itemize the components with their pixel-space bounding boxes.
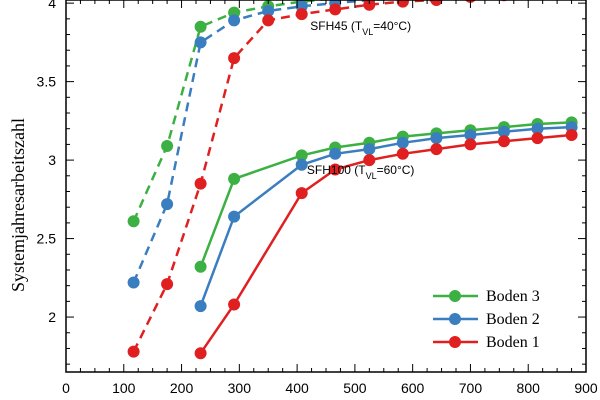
data-point-sfh100-boden-2 — [464, 129, 477, 141]
y-tick-label: 2 — [48, 309, 56, 325]
data-point-sfh45-boden-3 — [127, 215, 140, 228]
data-point-sfh100-boden-1 — [329, 163, 342, 176]
x-tick-label: 800 — [517, 380, 541, 396]
x-tick-label: 700 — [459, 380, 483, 396]
data-point-sfh100-boden-1 — [363, 154, 376, 167]
data-point-sfh100-boden-2 — [531, 122, 544, 135]
x-tick-label: 100 — [112, 380, 136, 396]
legend-label: Boden 2 — [486, 311, 540, 328]
data-point-sfh100-boden-1 — [295, 187, 308, 200]
data-point-sfh100-boden-2 — [363, 143, 376, 156]
data-point-sfh45-boden-2 — [228, 14, 241, 27]
data-point-sfh45-boden-2 — [194, 36, 207, 49]
x-tick-label: 900 — [574, 380, 598, 396]
data-point-sfh45-boden-1 — [127, 345, 140, 358]
y-tick-label: 3 — [48, 152, 56, 168]
y-tick-label: 2.5 — [37, 231, 57, 247]
legend-swatch-marker — [449, 313, 461, 325]
data-point-sfh100-boden-1 — [228, 298, 241, 311]
data-point-sfh100-boden-1 — [565, 129, 578, 141]
data-point-sfh100-boden-1 — [430, 143, 443, 156]
data-point-sfh45-boden-1 — [161, 278, 174, 291]
data-point-sfh45-boden-3 — [161, 140, 174, 152]
legend-item-boden-3: Boden 3 — [433, 288, 540, 305]
data-point-sfh100-boden-3 — [194, 260, 207, 273]
data-point-sfh100-boden-3 — [295, 149, 308, 162]
series-line-sfh45-boden-2 — [132, 0, 396, 283]
legend-swatch-marker — [449, 290, 461, 302]
series-line-sfh45-boden-1 — [132, 0, 451, 353]
series-sfh100-boden-2 — [194, 121, 578, 313]
data-point-sfh45-boden-1 — [430, 0, 443, 6]
data-point-sfh45-boden-2 — [127, 276, 140, 289]
data-point-sfh100-boden-1 — [464, 138, 477, 151]
data-point-sfh100-boden-1 — [531, 132, 544, 145]
series-line-sfh100-boden-3 — [199, 121, 572, 268]
series-line-sfh100-boden-2 — [199, 125, 572, 307]
y-tick-label: 3.5 — [37, 74, 57, 90]
x-tick-label: 400 — [285, 380, 309, 396]
annotation-label: SFH45 (TVL=40°C) — [310, 19, 411, 37]
y-tick-label: 4 — [48, 0, 56, 11]
data-point-sfh45-boden-3 — [194, 20, 207, 33]
data-point-sfh45-boden-1 — [363, 0, 376, 11]
data-point-sfh100-boden-1 — [194, 347, 207, 360]
legend: Boden 3 Boden 2 Boden 1 — [433, 288, 540, 351]
data-point-sfh45-boden-1 — [396, 0, 409, 8]
series-sfh45-boden-1 — [127, 0, 508, 358]
data-point-sfh100-boden-2 — [329, 147, 342, 160]
x-tick-label: 0 — [62, 380, 70, 396]
series-sfh45-boden-3 — [127, 0, 374, 228]
data-point-sfh45-boden-1 — [194, 177, 207, 190]
axes-layer: 0 100 200 300 400 500 600 700 800 900 2 2.5 3 3.5 4 — [37, 0, 598, 396]
annotation-layer: SFH45 (TVL=40°C) SFH100 (TVL=60°C) — [307, 19, 415, 181]
annotation-label: SFH100 (TVL=60°C) — [307, 163, 415, 181]
x-tick-label: 200 — [170, 380, 194, 396]
y-axis-title: Systemjahresarbeitszahl — [8, 118, 28, 292]
x-tick-label: 600 — [401, 380, 425, 396]
series-line-sfh45-boden-3 — [132, 0, 332, 222]
data-point-sfh100-boden-2 — [430, 132, 443, 145]
data-point-sfh45-boden-1 — [295, 8, 308, 21]
legend-swatch-marker — [449, 336, 461, 348]
x-tick-label: 300 — [228, 380, 252, 396]
x-tick-label: 500 — [343, 380, 367, 396]
data-point-sfh45-boden-2 — [161, 198, 174, 211]
data-point-sfh100-boden-2 — [498, 125, 510, 138]
legend-label: Boden 3 — [486, 288, 540, 305]
legend-item-boden-1: Boden 1 — [433, 334, 540, 351]
legend-label: Boden 1 — [486, 334, 540, 351]
series-layer — [127, 0, 578, 360]
data-point-sfh45-boden-1 — [329, 3, 342, 16]
data-point-sfh100-boden-3 — [228, 172, 241, 185]
data-point-sfh100-boden-2 — [396, 136, 409, 149]
series-sfh100-boden-1 — [194, 129, 578, 360]
data-point-sfh45-boden-1 — [262, 14, 275, 27]
data-point-sfh45-boden-1 — [228, 52, 241, 65]
legend-item-boden-2: Boden 2 — [433, 311, 540, 328]
data-point-sfh100-boden-1 — [396, 147, 409, 160]
data-point-sfh100-boden-2 — [194, 300, 207, 313]
data-point-sfh45-boden-2 — [262, 5, 275, 17]
data-point-sfh100-boden-1 — [498, 135, 510, 148]
data-point-sfh100-boden-2 — [295, 158, 308, 171]
data-point-sfh100-boden-2 — [228, 210, 241, 223]
